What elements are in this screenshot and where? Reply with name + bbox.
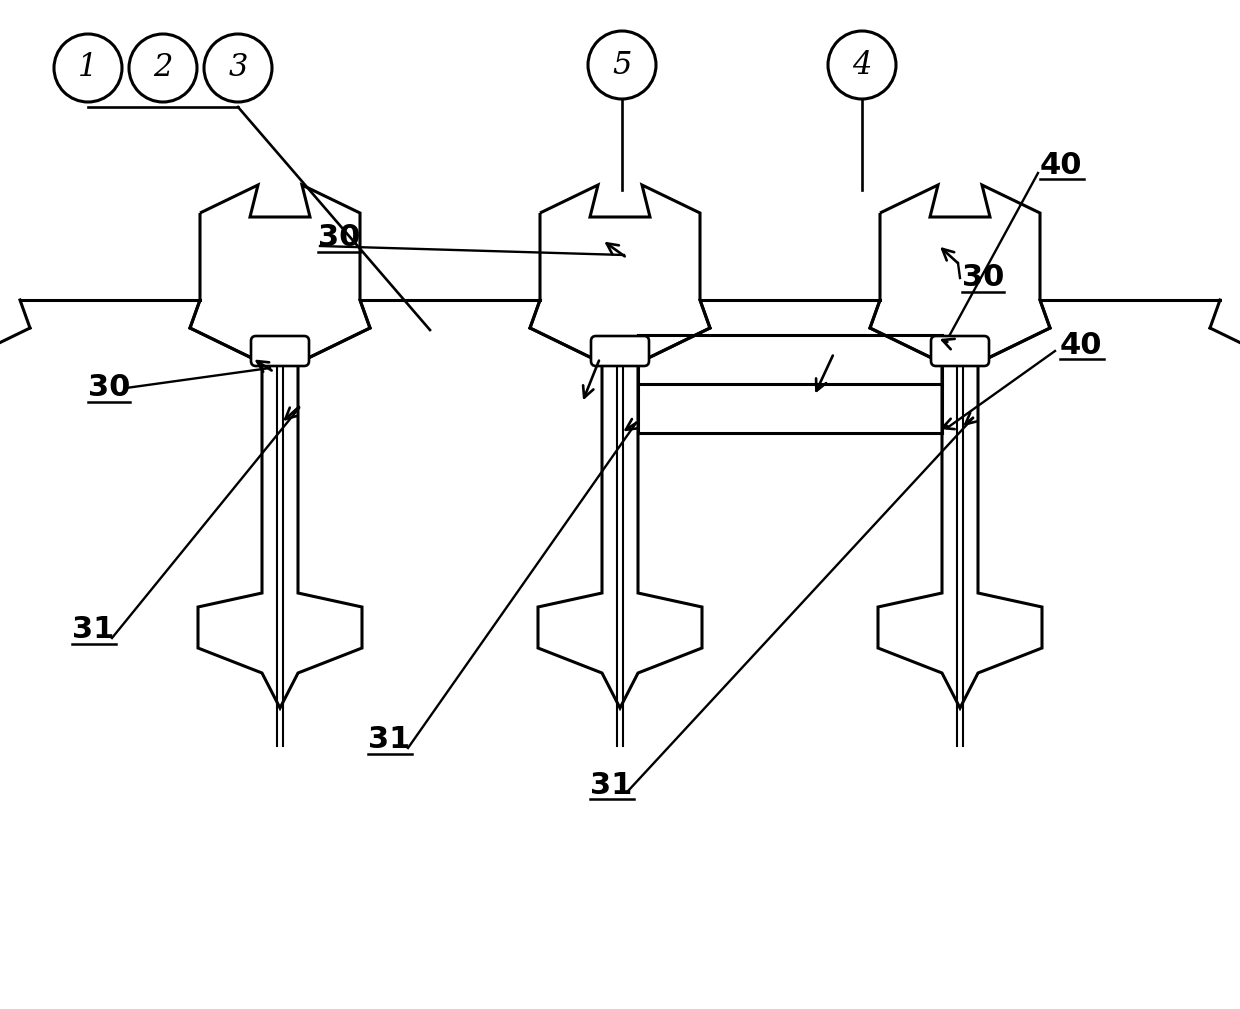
Text: 5: 5 [613,49,631,81]
Text: 2: 2 [154,52,172,84]
Text: 1: 1 [78,52,98,84]
Text: 3: 3 [228,52,248,84]
Text: 40: 40 [1040,150,1083,180]
Text: 4: 4 [852,49,872,81]
FancyBboxPatch shape [250,336,309,366]
Text: 31: 31 [368,725,410,755]
Text: 31: 31 [72,615,114,645]
FancyBboxPatch shape [931,336,990,366]
Text: 30: 30 [88,373,130,403]
Text: 30: 30 [962,263,1004,293]
FancyBboxPatch shape [591,336,649,366]
Text: 40: 40 [1060,331,1102,359]
Text: 30: 30 [317,224,361,252]
Text: 31: 31 [590,771,632,799]
